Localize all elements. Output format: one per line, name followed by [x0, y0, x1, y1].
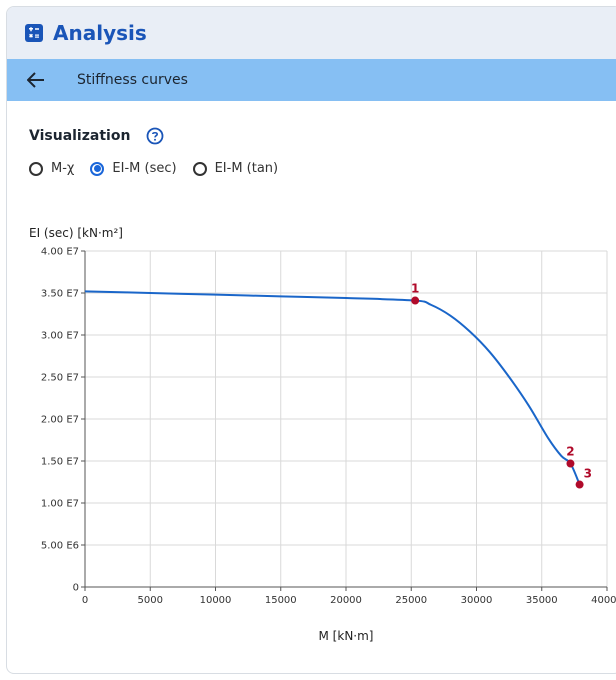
x-tick-label: 40000 [591, 595, 616, 606]
x-tick-label: 30000 [461, 595, 493, 606]
chart-svg: EI (sec) [kN·m²] 0 5.00 E6 1.00 E7 1.50 E7 2… [29, 226, 616, 643]
visualization-options: M-χ EI-M (sec) EI-M (tan) [29, 161, 603, 176]
markers: 1 23 [411, 282, 592, 489]
calculator-icon [25, 24, 43, 42]
y-tick-label: 2.00 E7 [41, 415, 79, 426]
x-tick-label: 5000 [138, 595, 163, 606]
y-tick-label: 3.50 E7 [41, 289, 79, 300]
data-point-label: 3 [584, 467, 592, 481]
radio-indicator [90, 161, 105, 176]
y-tick-label: 3.00 E7 [41, 331, 79, 342]
radio-label: EI-M (sec) [112, 161, 177, 176]
question-circle-icon[interactable] [146, 127, 164, 145]
data-point-label: 2 [566, 445, 574, 459]
axes [81, 250, 608, 591]
x-tick-label: 15000 [265, 595, 297, 606]
analysis-panel: Analysis Stiffness curves Visualization … [6, 6, 616, 674]
page-title: Analysis [53, 21, 147, 45]
sub-header-title: Stiffness curves [77, 72, 188, 88]
x-tick-label: 10000 [200, 595, 232, 606]
radio-label: M-χ [51, 161, 75, 176]
radio-label: EI-M (tan) [214, 161, 279, 176]
y-tick-label: 1.00 E7 [41, 499, 79, 510]
stiffness-chart: EI (sec) [kN·m²] 0 5.00 E6 1.00 E7 1.50 E7 2… [7, 221, 616, 661]
visualization-label: Visualization [29, 128, 131, 144]
radio-m-chi[interactable]: M-χ [29, 161, 74, 176]
x-tick-label: 35000 [526, 595, 558, 606]
y-tick-label: 0 [73, 583, 79, 594]
y-tick-labels: 0 5.00 E6 1.00 E7 1.50 E7 2.00 E7 2.50 E7 3.00… [41, 247, 79, 594]
data-point-marker[interactable] [411, 296, 420, 305]
sub-header: Stiffness curves [7, 59, 616, 101]
visualization-section: Visualization M-χ EI-M (sec) EI-M (tan) [7, 101, 616, 176]
y-tick-label: 5.00 E6 [41, 541, 79, 552]
data-point-marker[interactable] [566, 459, 575, 468]
x-tick-label: 20000 [330, 595, 362, 606]
arrow-left-icon [27, 72, 44, 88]
x-axis-label: M [kN·m] [319, 629, 374, 643]
y-tick-label: 2.50 E7 [41, 373, 79, 384]
radio-ei-m-sec[interactable]: EI-M (sec) [90, 161, 177, 176]
series-line [84, 290, 581, 485]
x-tick-label: 25000 [395, 595, 427, 606]
title-bar: Analysis [7, 7, 616, 59]
x-tick-labels: 0 5000 10000 15000 20000 25000 30000 35000 40000 [82, 595, 616, 606]
x-tick-label: 0 [82, 595, 88, 606]
radio-ei-m-tan[interactable]: EI-M (tan) [192, 161, 279, 176]
data-point-label: 1 [411, 282, 419, 296]
y-axis-label: EI (sec) [kN·m²] [29, 226, 123, 240]
radio-indicator [192, 161, 207, 176]
back-button[interactable] [25, 69, 47, 91]
y-tick-label: 1.50 E7 [41, 457, 79, 468]
data-point-marker[interactable] [575, 480, 584, 489]
radio-indicator [29, 161, 43, 176]
grid [85, 250, 608, 587]
y-tick-label: 4.00 E7 [41, 247, 79, 258]
